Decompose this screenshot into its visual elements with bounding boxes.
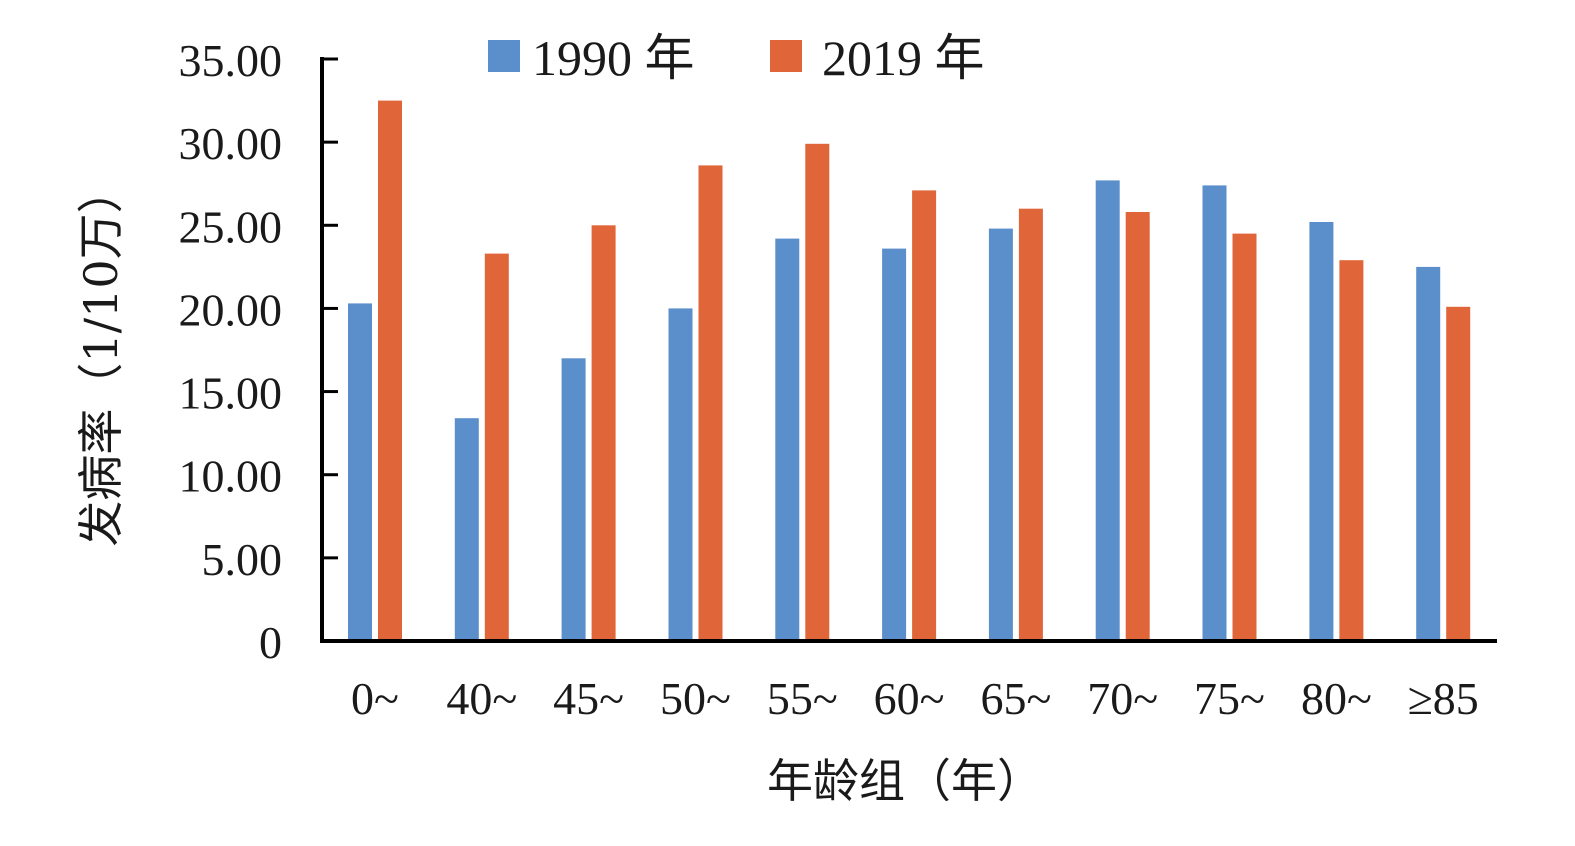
- y-tick-label: 25.00: [179, 201, 283, 252]
- bar-2019-6: [1018, 208, 1043, 641]
- x-tick-label: 55~: [767, 673, 838, 724]
- bar-2019-3: [698, 165, 723, 641]
- legend-swatch-2019: [770, 40, 802, 72]
- bar-2019-10: [1446, 306, 1471, 641]
- bar-1990-4: [775, 238, 800, 641]
- x-tick-label: ≥85: [1408, 673, 1479, 724]
- y-axis-title: 发病率（1/10万）: [74, 167, 128, 546]
- bar-1990-7: [1095, 180, 1120, 641]
- bar-2019-1: [484, 253, 509, 641]
- x-tick-label: 40~: [446, 673, 517, 724]
- x-axis-tick-labels: 0~ 40~ 45~ 50~ 55~ 60~ 65~ 70~ 75~ 80~ ≥85: [351, 673, 1479, 724]
- bar-1990-3: [668, 308, 693, 641]
- bar-1990-5: [882, 248, 907, 641]
- bar-1990-6: [988, 228, 1013, 641]
- x-tick-label: 65~: [980, 673, 1051, 724]
- legend-label-1990: 1990 年: [532, 30, 695, 86]
- y-tick-label: 35.00: [179, 35, 283, 86]
- bar-1990-9: [1309, 222, 1334, 641]
- y-tick-label: 15.00: [179, 368, 283, 419]
- y-axis-ticks: 0 5.00 10.00 15.00 20.00 25.00 30.00 35.00: [179, 35, 338, 668]
- x-tick-label: 45~: [553, 673, 624, 724]
- bar-2019-7: [1125, 212, 1150, 641]
- x-tick-label: 75~: [1194, 673, 1265, 724]
- bar-2019-9: [1339, 260, 1364, 641]
- y-tick-label: 30.00: [179, 118, 283, 169]
- bar-2019-0: [378, 100, 402, 642]
- bar-1990-1: [454, 418, 479, 641]
- legend-swatch-1990: [488, 40, 520, 72]
- x-tick-label: 80~: [1301, 673, 1372, 724]
- x-axis-title: 年龄组（年）: [767, 754, 1043, 808]
- bar-1990-2: [561, 358, 586, 641]
- bar-1990-0: [348, 303, 372, 641]
- legend-label-2019: 2019 年: [822, 30, 985, 86]
- bar-2019-4: [805, 143, 830, 642]
- x-tick-label: 0~: [351, 673, 399, 724]
- bar-2019-8: [1232, 233, 1257, 641]
- bar-1990-8: [1202, 185, 1227, 641]
- bar-1990-10: [1416, 266, 1441, 641]
- x-tick-label: 70~: [1087, 673, 1158, 724]
- bar-2019-2: [591, 225, 616, 642]
- y-tick-label: 0: [259, 617, 282, 668]
- bars: [348, 100, 1471, 642]
- bar-2019-5: [912, 190, 937, 641]
- y-tick-label: 5.00: [202, 534, 283, 585]
- x-tick-label: 50~: [660, 673, 731, 724]
- y-tick-label: 10.00: [179, 451, 283, 502]
- y-tick-label: 20.00: [179, 284, 283, 335]
- legend: 1990 年 2019 年: [488, 30, 985, 86]
- x-tick-label: 60~: [874, 673, 945, 724]
